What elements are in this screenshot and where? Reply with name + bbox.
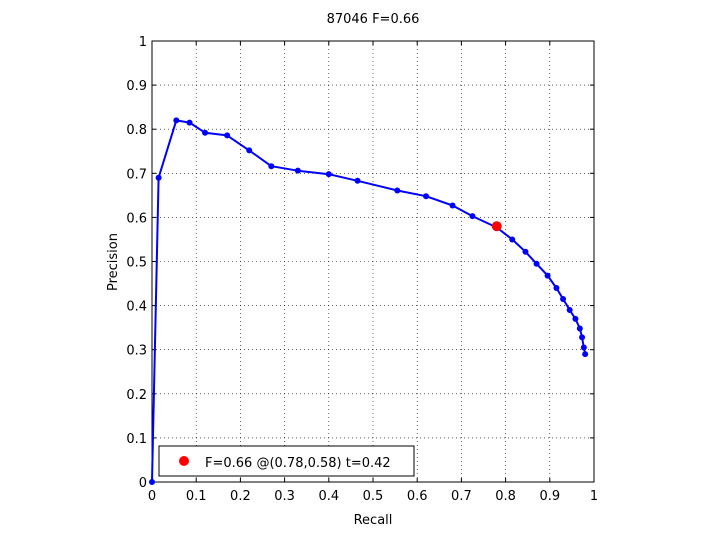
x-tick-label: 0.8 xyxy=(495,489,516,504)
y-tick-label: 0.7 xyxy=(126,167,147,182)
data-point xyxy=(566,307,573,314)
data-point xyxy=(149,479,155,485)
y-tick-label: 0.1 xyxy=(126,432,147,447)
x-axis-label: Recall xyxy=(354,513,393,528)
best-f-point xyxy=(491,221,502,232)
x-tick-label: 0.4 xyxy=(318,489,339,504)
x-tick-label: 1 xyxy=(590,489,598,504)
data-point xyxy=(469,213,476,220)
y-tick-label: 0.8 xyxy=(126,123,147,138)
x-axis-ticks: 0 0.1 0.2 0.3 0.4 0.5 0.6 0.7 0.8 0.9 1 xyxy=(148,41,598,504)
data-point xyxy=(202,129,209,136)
data-point xyxy=(246,147,253,154)
y-tick-label: 0 xyxy=(139,476,147,491)
data-point xyxy=(394,187,401,194)
data-point xyxy=(560,295,567,302)
x-tick-label: 0.6 xyxy=(407,489,428,504)
legend-text: F=0.66 @(0.78,0.58) t=0.42 xyxy=(205,456,391,471)
data-point xyxy=(224,132,231,139)
y-tick-label: 0.3 xyxy=(126,344,147,359)
series-line xyxy=(151,119,587,483)
data-point xyxy=(522,248,529,255)
y-tick-label: 0.2 xyxy=(126,388,147,403)
x-tick-label: 0.2 xyxy=(230,489,251,504)
series xyxy=(149,117,589,485)
legend-marker xyxy=(179,456,189,466)
data-point xyxy=(186,119,193,126)
x-tick-label: 0.5 xyxy=(363,489,384,504)
chart-title: 87046 F=0.66 xyxy=(327,12,420,27)
data-point xyxy=(544,272,551,279)
data-point xyxy=(533,260,540,267)
data-point xyxy=(579,334,586,341)
data-point xyxy=(580,344,587,351)
grid-lines xyxy=(152,41,594,482)
data-point xyxy=(582,351,589,358)
y-axis-ticks: 0 0.1 0.2 0.3 0.4 0.5 0.6 0.7 0.8 0.9 1 xyxy=(126,35,594,491)
x-tick-label: 0.7 xyxy=(451,489,472,504)
data-point xyxy=(449,202,456,209)
legend: F=0.66 @(0.78,0.58) t=0.42 xyxy=(158,445,415,477)
legend-box xyxy=(158,445,415,477)
y-tick-label: 0.4 xyxy=(126,300,147,315)
x-tick-label: 0.9 xyxy=(539,489,560,504)
data-point xyxy=(354,177,361,184)
data-point xyxy=(509,236,516,243)
y-tick-label: 1 xyxy=(139,35,147,50)
y-tick-label: 0.6 xyxy=(126,211,147,226)
y-axis-label: Precision xyxy=(106,233,121,291)
x-tick-label: 0 xyxy=(148,489,156,504)
data-point xyxy=(173,117,180,124)
y-tick-label: 0.9 xyxy=(126,79,147,94)
data-point xyxy=(553,284,560,291)
data-point xyxy=(268,163,275,170)
data-point xyxy=(294,167,301,174)
data-point xyxy=(155,174,162,181)
data-point xyxy=(572,315,579,322)
y-tick-label: 0.5 xyxy=(126,256,147,271)
data-point xyxy=(423,193,430,200)
x-tick-label: 0.3 xyxy=(274,489,295,504)
data-point xyxy=(576,325,583,332)
x-tick-label: 0.1 xyxy=(186,489,207,504)
data-point xyxy=(325,171,332,178)
